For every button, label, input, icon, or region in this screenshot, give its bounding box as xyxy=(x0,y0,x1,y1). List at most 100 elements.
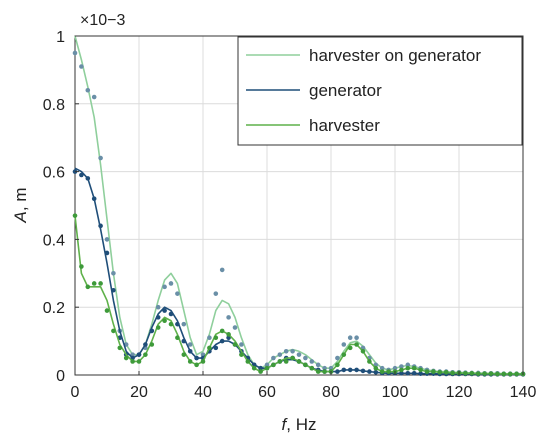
data-point xyxy=(245,359,251,364)
data-point xyxy=(354,342,359,347)
data-point xyxy=(136,359,142,364)
data-point xyxy=(91,196,97,202)
x-tick-label: 80 xyxy=(322,384,340,401)
data-point xyxy=(405,371,411,376)
data-point xyxy=(322,365,327,371)
data-point xyxy=(181,338,187,344)
data-point xyxy=(232,325,238,330)
legend-label: generator xyxy=(309,81,382,100)
x-axis-unit: , Hz xyxy=(286,415,316,434)
legend-label: harvester on generator xyxy=(309,46,481,65)
y-axis-exponent: ×10−3 xyxy=(80,12,125,29)
y-tick-label: 0.4 xyxy=(43,232,65,249)
data-point xyxy=(200,359,206,364)
data-point xyxy=(392,365,398,371)
data-point xyxy=(514,371,519,377)
data-point xyxy=(354,367,359,373)
y-tick-label: 0.8 xyxy=(43,97,65,114)
data-point xyxy=(111,271,116,276)
data-point xyxy=(149,342,155,347)
data-point xyxy=(296,359,302,364)
data-point xyxy=(450,370,455,376)
data-point xyxy=(341,352,347,357)
data-point xyxy=(232,342,238,347)
data-point xyxy=(130,359,135,364)
data-point xyxy=(475,371,481,376)
data-point xyxy=(143,342,148,347)
data-point xyxy=(213,291,219,296)
data-point xyxy=(271,362,276,368)
data-point xyxy=(226,332,231,337)
data-point xyxy=(258,369,263,374)
data-point xyxy=(296,352,302,357)
y-tick-label: 0.2 xyxy=(43,300,65,317)
data-point xyxy=(181,352,187,357)
data-point xyxy=(354,335,359,341)
data-point xyxy=(399,371,404,376)
data-point xyxy=(309,359,315,364)
data-point xyxy=(155,304,161,310)
data-point xyxy=(175,291,180,296)
data-point xyxy=(117,345,123,351)
data-point xyxy=(367,359,372,364)
data-point xyxy=(91,94,97,100)
data-point xyxy=(418,371,423,376)
x-tick-label: 40 xyxy=(194,384,212,401)
data-point xyxy=(104,237,110,242)
data-point xyxy=(187,342,193,347)
data-point xyxy=(143,352,148,357)
data-point xyxy=(239,342,244,347)
data-point xyxy=(226,315,231,320)
data-point xyxy=(495,371,500,377)
legend-label: harvester xyxy=(309,116,380,135)
data-point xyxy=(347,345,353,351)
data-point xyxy=(239,352,244,357)
x-tick-label: 100 xyxy=(382,384,409,401)
data-point xyxy=(399,367,404,373)
data-point xyxy=(367,369,372,374)
data-point xyxy=(79,264,84,269)
data-point xyxy=(360,348,366,354)
y-axis-variable: A xyxy=(11,211,30,223)
data-point xyxy=(219,338,225,344)
data-point xyxy=(347,367,353,373)
data-point xyxy=(219,267,225,273)
data-point xyxy=(162,318,167,324)
data-point xyxy=(104,250,110,256)
data-point xyxy=(123,355,129,361)
data-point xyxy=(424,369,430,374)
data-point xyxy=(98,155,103,161)
y-axis-label: A, m xyxy=(11,188,30,224)
data-point xyxy=(207,335,212,341)
data-point xyxy=(98,281,103,286)
data-point xyxy=(91,281,97,286)
data-point xyxy=(277,359,283,364)
y-tick-label: 1 xyxy=(56,29,65,46)
data-point xyxy=(379,369,385,374)
data-point xyxy=(290,348,295,354)
data-point xyxy=(335,355,340,361)
data-point xyxy=(149,328,155,334)
data-point xyxy=(98,223,103,229)
data-point xyxy=(207,345,212,351)
data-point xyxy=(104,308,110,313)
data-point xyxy=(341,342,347,347)
data-point xyxy=(290,355,295,361)
data-point xyxy=(264,362,270,368)
plot-area-frame xyxy=(74,35,524,376)
data-point xyxy=(155,325,161,330)
data-point xyxy=(411,371,417,376)
data-point xyxy=(136,352,142,357)
data-point xyxy=(79,172,84,178)
data-point xyxy=(347,335,353,341)
data-point xyxy=(72,213,78,218)
x-tick-label: 140 xyxy=(510,384,537,401)
data-point xyxy=(175,335,180,341)
y-axis-ticks: 0 0.2 0.4 0.6 0.8 1 xyxy=(43,29,79,385)
data-point xyxy=(411,365,417,371)
data-point xyxy=(488,371,494,376)
data-point xyxy=(271,355,276,361)
data-point xyxy=(322,369,327,374)
data-point xyxy=(85,87,91,93)
data-point xyxy=(386,369,391,374)
